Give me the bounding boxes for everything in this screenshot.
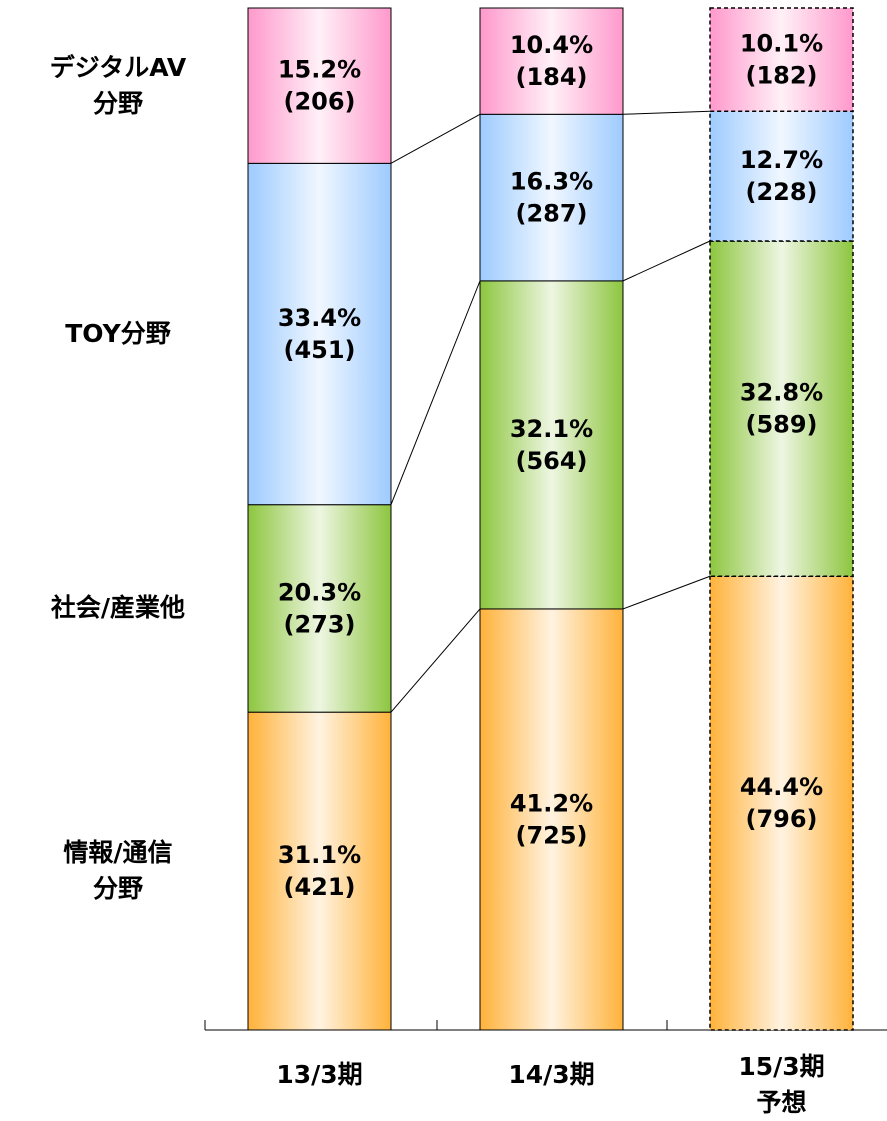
value-label: 15.2% xyxy=(278,56,361,84)
count-label: (564) xyxy=(515,447,587,475)
count-label: (451) xyxy=(283,336,355,364)
bar-segment xyxy=(247,711,392,1031)
x-tick-label: 15/3期 予想 xyxy=(738,1052,825,1117)
bar-segment xyxy=(709,240,854,577)
series-label: デジタルAV 分野 xyxy=(49,52,187,118)
series-label: 社会/産業他 xyxy=(50,593,186,623)
connector xyxy=(622,110,711,115)
value-label: 20.3% xyxy=(278,578,361,606)
count-label: (725) xyxy=(515,821,587,849)
count-label: (228) xyxy=(745,178,817,206)
connector xyxy=(390,280,481,505)
bar-segment xyxy=(247,504,392,713)
connector xyxy=(390,113,481,164)
bar-segment xyxy=(479,608,624,1031)
count-label: (796) xyxy=(745,805,817,833)
x-tick-label: 13/3期 xyxy=(276,1060,363,1089)
value-label: 10.1% xyxy=(740,30,823,58)
value-label: 12.7% xyxy=(740,146,823,174)
bar-segment xyxy=(709,575,854,1031)
bar-segment xyxy=(479,280,624,610)
series-label: 情報/通信 分野 xyxy=(63,838,173,904)
count-label: (184) xyxy=(515,63,587,91)
count-label: (287) xyxy=(515,200,587,228)
value-label: 16.3% xyxy=(510,168,593,196)
bar-segment xyxy=(247,162,392,506)
value-label: 32.1% xyxy=(510,415,593,443)
value-label: 31.1% xyxy=(278,841,361,869)
bar-segment xyxy=(247,7,392,164)
value-label: 10.4% xyxy=(510,31,593,59)
bar-segment xyxy=(479,113,624,282)
value-label: 32.8% xyxy=(740,379,823,407)
value-label: 41.2% xyxy=(510,789,593,817)
bar-segment xyxy=(709,7,854,112)
x-tick-label: 14/3期 xyxy=(508,1060,595,1089)
bar-segment xyxy=(479,7,624,115)
connector xyxy=(622,575,711,610)
series-label: TOY分野 xyxy=(65,319,171,349)
value-label: 44.4% xyxy=(740,773,823,801)
connector xyxy=(622,240,711,282)
bar-segment xyxy=(709,110,854,242)
count-label: (421) xyxy=(283,873,355,901)
connector xyxy=(390,608,481,713)
value-label: 33.4% xyxy=(278,304,361,332)
count-label: (206) xyxy=(283,88,355,116)
count-label: (182) xyxy=(745,62,817,90)
count-label: (589) xyxy=(745,411,817,439)
count-label: (273) xyxy=(283,610,355,638)
